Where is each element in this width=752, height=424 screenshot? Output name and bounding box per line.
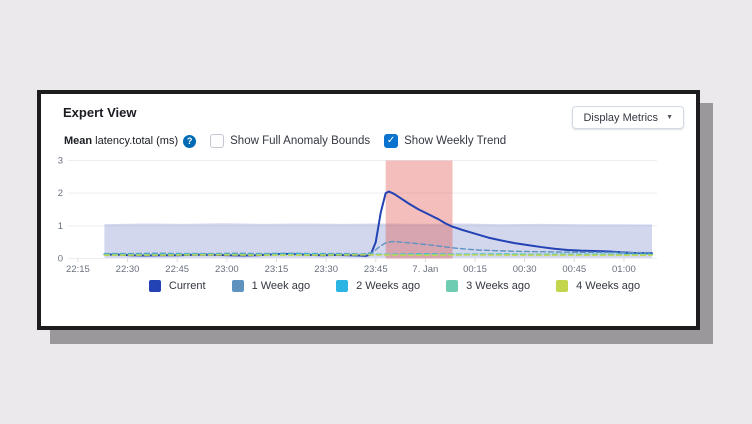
svg-text:3: 3 [58, 156, 63, 167]
svg-text:00:15: 00:15 [463, 264, 487, 275]
legend-item-3-weeks-ago[interactable]: 3 Weeks ago [446, 280, 530, 292]
display-metrics-button[interactable]: Display Metrics ▼ [572, 106, 684, 129]
svg-text:1: 1 [58, 221, 63, 232]
legend-item-4-weeks-ago[interactable]: 4 Weeks ago [556, 280, 640, 292]
series-1-week-ago [103, 240, 653, 255]
legend-item-current[interactable]: Current [148, 280, 206, 292]
svg-text:00:30: 00:30 [513, 264, 537, 275]
chart-controls: Mean latency.total (ms) ? Show Full Anom… [64, 134, 506, 148]
svg-text:22:15: 22:15 [66, 264, 90, 275]
checkbox-box[interactable] [210, 134, 225, 148]
legend-swatch [556, 280, 569, 292]
expert-chart-svg[interactable]: 0 1 2 3 22:15 22:30 22:45 23:00 23:15 23:30 23:45 7… [49, 154, 691, 276]
legend-item-2-weeks-ago[interactable]: 2 Weeks ago [336, 280, 420, 292]
metric-field-name: latency.total (ms) [92, 135, 179, 147]
legend-swatch [446, 280, 459, 292]
latency-chart[interactable]: 0 1 2 3 22:15 22:30 22:45 23:00 23:15 23:30 23:45 7… [49, 154, 691, 276]
legend-swatch [336, 280, 349, 292]
svg-text:23:15: 23:15 [265, 264, 289, 275]
checkbox-label: Show Full Anomaly Bounds [230, 135, 371, 147]
metric-aggregation: Mean [64, 135, 93, 147]
legend-label: Current [168, 280, 206, 292]
help-icon[interactable]: ? [183, 134, 197, 148]
display-metrics-label: Display Metrics [583, 111, 659, 124]
svg-text:00:45: 00:45 [562, 264, 586, 275]
legend-swatch [148, 280, 161, 292]
checkbox-show-weekly-trend[interactable]: ✓ Show Weekly Trend [384, 134, 506, 148]
legend-label: 4 Weeks ago [576, 280, 641, 292]
page-title: Expert View [63, 105, 137, 120]
svg-text:23:30: 23:30 [314, 264, 338, 275]
chevron-down-icon: ▼ [666, 114, 673, 121]
svg-text:7. Jan: 7. Jan [412, 264, 438, 275]
svg-text:22:45: 22:45 [165, 264, 189, 275]
anomaly-bounds-band [104, 223, 653, 258]
metric-label: Mean latency.total (ms) [64, 135, 178, 147]
legend-label: 2 Weeks ago [356, 280, 421, 292]
svg-text:2: 2 [58, 188, 63, 199]
svg-text:23:00: 23:00 [215, 264, 239, 275]
checkbox-show-full-anomaly-bounds[interactable]: Show Full Anomaly Bounds [210, 134, 370, 148]
legend-swatch [231, 280, 244, 292]
svg-text:01:00: 01:00 [612, 264, 636, 275]
legend-label: 1 Week ago [251, 280, 311, 292]
svg-text:22:30: 22:30 [116, 264, 140, 275]
svg-text:23:45: 23:45 [364, 264, 388, 275]
svg-text:0: 0 [58, 254, 63, 265]
expert-view-card: Expert View Display Metrics ▼ Mean laten… [37, 90, 700, 330]
chart-legend: Current 1 Week ago 2 Weeks ago 3 Weeks ago 4… [97, 280, 692, 292]
legend-label: 3 Weeks ago [466, 280, 531, 292]
legend-item-1-week-ago[interactable]: 1 Week ago [231, 280, 311, 292]
checkbox-label: Show Weekly Trend [404, 135, 507, 147]
checkbox-box[interactable]: ✓ [384, 134, 399, 148]
